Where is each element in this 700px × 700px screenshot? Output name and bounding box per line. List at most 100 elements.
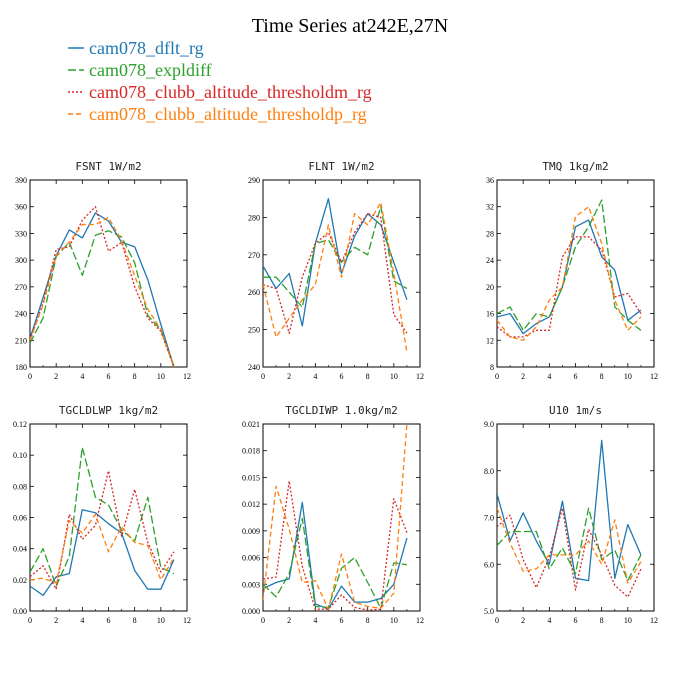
x-tick-label: 4 [313, 372, 317, 381]
series-group [30, 446, 175, 597]
y-tick-label: 32 [486, 203, 494, 212]
x-tick-label: 2 [287, 616, 291, 625]
y-tick-label: 390 [15, 176, 27, 185]
x-tick-label: 10 [157, 372, 165, 381]
y-tick-label: 9.0 [484, 420, 494, 429]
x-tick-label: 12 [183, 616, 191, 625]
y-tick-label: 0.08 [13, 482, 27, 491]
series-group [497, 439, 642, 598]
y-tick-label: 330 [15, 229, 27, 238]
panel-title: TGCLDIWP 1.0kg/m2 [285, 404, 398, 417]
series-line [263, 205, 408, 308]
x-tick-label: 10 [157, 616, 165, 625]
legend: cam078_dflt_rg cam078_expldiff cam078_cl… [68, 38, 372, 124]
x-tick-label: 0 [261, 616, 265, 625]
panel-title: FSNT 1W/m2 [75, 160, 141, 173]
x-tick-label: 8 [133, 372, 137, 381]
y-tick-label: 360 [15, 203, 27, 212]
chart-panel: FLNT 1W/m2 0 2 4 6 8 10 12 240 250 260 270 280 290 [248, 160, 424, 381]
y-tick-label: 180 [15, 363, 27, 372]
series-line [497, 507, 642, 584]
y-tick-label: 240 [248, 363, 260, 372]
chart-panel: FSNT 1W/m2 0 2 4 6 8 10 12 180 210 240 270 300 330 360… [15, 160, 191, 381]
x-tick-label: 2 [521, 372, 525, 381]
x-tick-label: 8 [600, 372, 604, 381]
series-line [263, 517, 407, 609]
series-line [30, 206, 175, 367]
series-group [263, 198, 408, 353]
y-tick-label: 0.10 [13, 451, 27, 460]
panel-title: TMQ 1kg/m2 [542, 160, 608, 173]
y-tick-label: 6.0 [484, 560, 494, 569]
y-tick-label: 240 [15, 310, 27, 319]
y-tick-label: 0.00 [13, 607, 27, 616]
x-tick-label: 4 [80, 616, 84, 625]
x-tick-label: 0 [28, 372, 32, 381]
x-tick-label: 0 [28, 616, 32, 625]
y-tick-label: 20 [486, 283, 494, 292]
chart-panel: TGCLDLWP 1kg/m2 0 2 4 6 8 10 12 0.00 0.02 0.04 0.06… [13, 404, 191, 625]
series-line [30, 212, 175, 367]
y-tick-label: 270 [248, 251, 260, 260]
y-tick-label: 0.015 [242, 473, 260, 482]
x-tick-label: 12 [416, 372, 424, 381]
legend-entry: cam078_dflt_rg [68, 38, 204, 58]
y-tick-label: 300 [15, 256, 27, 265]
x-tick-label: 6 [340, 372, 344, 381]
y-tick-label: 270 [15, 283, 27, 292]
y-tick-label: 0.021 [242, 420, 260, 429]
legend-entry: cam078_clubb_altitude_thresholdp_rg [68, 104, 367, 124]
x-tick-label: 4 [547, 616, 551, 625]
series-line [497, 507, 642, 598]
x-tick-label: 0 [495, 616, 499, 625]
legend-label: cam078_expldiff [89, 60, 212, 80]
x-tick-label: 2 [54, 616, 58, 625]
y-tick-label: 36 [486, 176, 494, 185]
x-tick-label: 10 [390, 616, 398, 625]
series-line [30, 216, 175, 367]
panel-title: FLNT 1W/m2 [308, 160, 374, 173]
y-tick-label: 12 [486, 336, 494, 345]
series-line [263, 501, 408, 610]
series-line [497, 507, 642, 582]
x-tick-label: 2 [521, 616, 525, 625]
y-tick-label: 290 [248, 176, 260, 185]
x-tick-label: 10 [624, 372, 632, 381]
series-line [263, 480, 408, 611]
x-tick-label: 6 [574, 372, 578, 381]
x-tick-label: 12 [650, 616, 658, 625]
series-line [263, 424, 408, 610]
series-line [497, 439, 642, 582]
series-line [497, 219, 642, 335]
panels: FSNT 1W/m20 2 4 6 8 10 12180210240270300330360… [13, 160, 658, 625]
legend-label: cam078_clubb_altitude_thresholdm_rg [89, 82, 372, 102]
series-line [263, 198, 408, 327]
y-tick-label: 0.003 [242, 580, 260, 589]
y-tick-label: 0.012 [242, 500, 260, 509]
y-tick-label: 250 [248, 326, 260, 335]
x-tick-label: 6 [574, 616, 578, 625]
legend-label: cam078_dflt_rg [89, 38, 204, 58]
x-tick-label: 8 [600, 616, 604, 625]
y-tick-label: 0.02 [13, 576, 27, 585]
chart-panel: U10 1m/s 0 2 4 6 8 10 12 5.0 6.0 7.0 8.0 9.0 [484, 404, 658, 625]
series-line [30, 446, 175, 587]
chart-panel: TGCLDIWP 1.0kg/m2 0 2 4 6 8 10 12 0.000 0.003 0.00… [242, 404, 424, 625]
x-tick-label: 8 [133, 616, 137, 625]
x-tick-label: 0 [261, 372, 265, 381]
plot-frame [262, 423, 421, 612]
x-tick-label: 6 [340, 616, 344, 625]
series-line [263, 201, 408, 353]
x-tick-label: 10 [624, 616, 632, 625]
y-tick-label: 260 [248, 288, 260, 297]
y-tick-label: 24 [486, 256, 494, 265]
x-tick-label: 6 [107, 372, 111, 381]
y-tick-label: 0.12 [13, 420, 27, 429]
y-tick-label: 0.06 [13, 514, 27, 523]
x-tick-label: 12 [650, 372, 658, 381]
x-tick-label: 4 [80, 372, 84, 381]
plot-frame [496, 179, 655, 368]
series-group [263, 424, 408, 611]
x-tick-label: 4 [547, 372, 551, 381]
